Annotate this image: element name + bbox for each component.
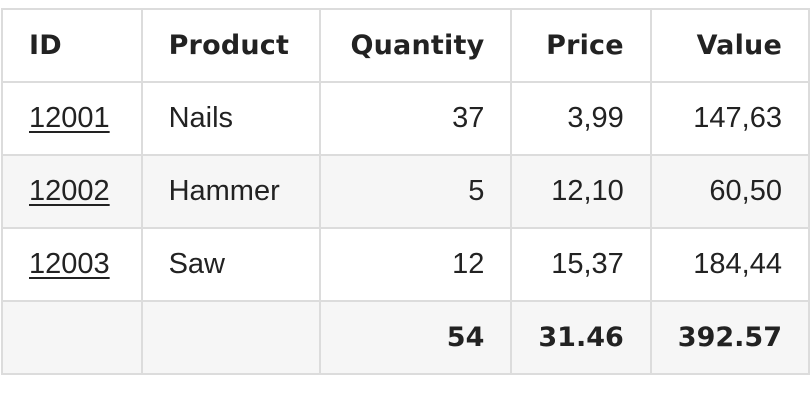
cell-value: 60,50 [649, 154, 810, 229]
cell-quantity: 5 [318, 154, 513, 229]
cell-quantity: 37 [318, 81, 513, 156]
header-product: Product [140, 8, 321, 83]
table-header: ID Product Quantity Price Value [1, 8, 810, 83]
total-id [1, 300, 143, 375]
total-product [140, 300, 321, 375]
id-link[interactable]: 12001 [29, 102, 110, 134]
total-price: 31.46 [510, 300, 652, 375]
cell-price: 15,37 [510, 227, 652, 302]
cell-product: Saw [140, 227, 321, 302]
table-row: 12001 Nails 37 3,99 147,63 [1, 81, 810, 156]
total-quantity: 54 [318, 300, 513, 375]
header-value: Value [649, 8, 810, 83]
totals-row: 54 31.46 392.57 [1, 300, 810, 375]
cell-id: 12003 [1, 227, 143, 302]
header-price: Price [510, 8, 652, 83]
cell-product: Nails [140, 81, 321, 156]
cell-value: 184,44 [649, 227, 810, 302]
table-row: 12002 Hammer 5 12,10 60,50 [1, 154, 810, 229]
header-id: ID [1, 8, 143, 83]
total-value: 392.57 [649, 300, 810, 375]
table-row: 12003 Saw 12 15,37 184,44 [1, 227, 810, 302]
header-quantity: Quantity [318, 8, 513, 83]
id-link[interactable]: 12003 [29, 248, 110, 280]
cell-quantity: 12 [318, 227, 513, 302]
products-table: ID Product Quantity Price Value 12001 Na… [1, 8, 810, 375]
id-link[interactable]: 12002 [29, 175, 110, 207]
cell-id: 12002 [1, 154, 143, 229]
header-row: ID Product Quantity Price Value [1, 8, 810, 83]
cell-price: 3,99 [510, 81, 652, 156]
cell-id: 12001 [1, 81, 143, 156]
cell-price: 12,10 [510, 154, 652, 229]
cell-value: 147,63 [649, 81, 810, 156]
table-footer: 54 31.46 392.57 [1, 300, 810, 375]
cell-product: Hammer [140, 154, 321, 229]
table-body: 12001 Nails 37 3,99 147,63 12002 Hammer … [1, 81, 810, 302]
